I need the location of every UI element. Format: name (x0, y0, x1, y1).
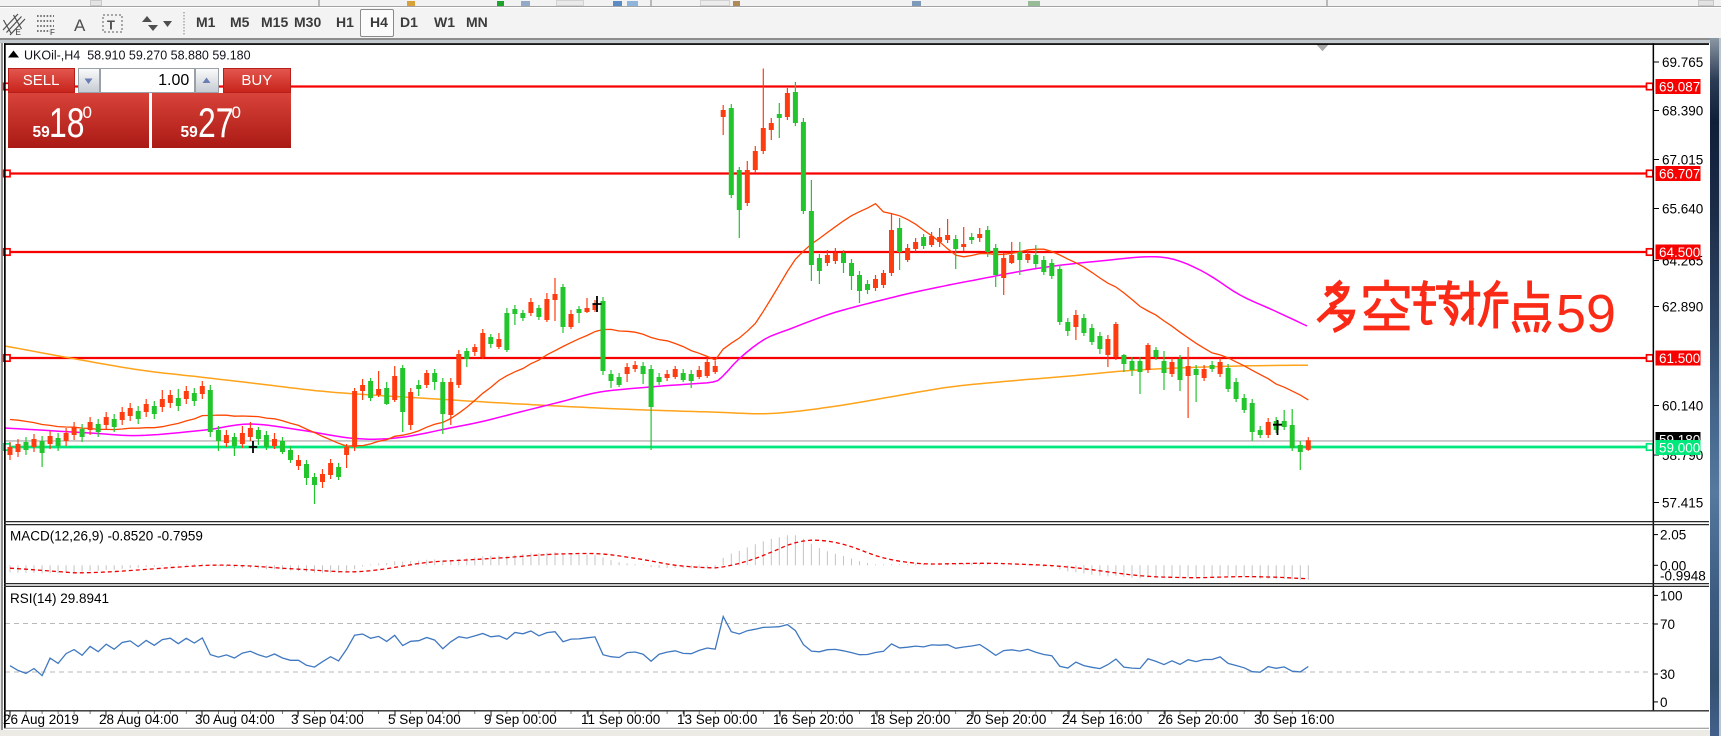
svg-text:70: 70 (1660, 617, 1675, 632)
svg-text:18 Sep 20:00: 18 Sep 20:00 (870, 712, 950, 727)
svg-text:RSI(14) 29.8941: RSI(14) 29.8941 (10, 591, 109, 606)
svg-text:16 Sep 20:00: 16 Sep 20:00 (773, 712, 853, 727)
svg-text:0: 0 (1660, 695, 1668, 710)
svg-text:60.140: 60.140 (1662, 399, 1703, 414)
svg-text:68.390: 68.390 (1662, 104, 1703, 119)
svg-text:-0.9948: -0.9948 (1660, 568, 1706, 583)
svg-text:UKOil-,H4 58.910 59.270 58.88: UKOil-,H4 58.910 59.270 58.880 59.180 (24, 49, 251, 63)
svg-text:26 Aug 2019: 26 Aug 2019 (3, 712, 79, 727)
svg-text:30 Aug 04:00: 30 Aug 04:00 (195, 712, 275, 727)
svg-text:MACD(12,26,9) -0.8520 -0.7959: MACD(12,26,9) -0.8520 -0.7959 (10, 529, 203, 544)
svg-text:57.415: 57.415 (1662, 496, 1703, 511)
svg-text:2.05: 2.05 (1660, 528, 1686, 543)
svg-text:3 Sep 04:00: 3 Sep 04:00 (291, 712, 364, 727)
svg-text:9 Sep 00:00: 9 Sep 00:00 (484, 712, 557, 727)
svg-text:11 Sep 00:00: 11 Sep 00:00 (581, 712, 660, 727)
svg-text:100: 100 (1660, 588, 1683, 603)
svg-text:13 Sep 00:00: 13 Sep 00:00 (677, 712, 757, 727)
svg-text:67.015: 67.015 (1662, 153, 1703, 168)
svg-text:30: 30 (1660, 667, 1675, 682)
svg-text:30 Sep 16:00: 30 Sep 16:00 (1254, 712, 1334, 727)
svg-text:61.500: 61.500 (1659, 351, 1700, 366)
svg-text:0.00: 0.00 (1660, 558, 1686, 573)
svg-text:62.890: 62.890 (1662, 300, 1703, 315)
svg-text:F: F (50, 28, 55, 37)
svg-text:65.640: 65.640 (1662, 202, 1703, 217)
svg-text:28 Aug 04:00: 28 Aug 04:00 (99, 712, 179, 727)
svg-text:64.500: 64.500 (1659, 245, 1700, 260)
svg-text:66.707: 66.707 (1659, 167, 1700, 182)
svg-text:59: 59 (1556, 284, 1616, 344)
svg-text:A: A (74, 16, 86, 35)
svg-text:69.087: 69.087 (1659, 80, 1700, 95)
svg-text:24 Sep 16:00: 24 Sep 16:00 (1062, 712, 1142, 727)
svg-text:69.765: 69.765 (1662, 55, 1703, 70)
svg-text:5 Sep 04:00: 5 Sep 04:00 (388, 712, 461, 727)
svg-text:E: E (16, 28, 21, 37)
svg-text:T: T (107, 18, 115, 33)
svg-text:20 Sep 20:00: 20 Sep 20:00 (966, 712, 1046, 727)
svg-text:59.000: 59.000 (1659, 441, 1700, 456)
svg-text:26 Sep 20:00: 26 Sep 20:00 (1158, 712, 1238, 727)
